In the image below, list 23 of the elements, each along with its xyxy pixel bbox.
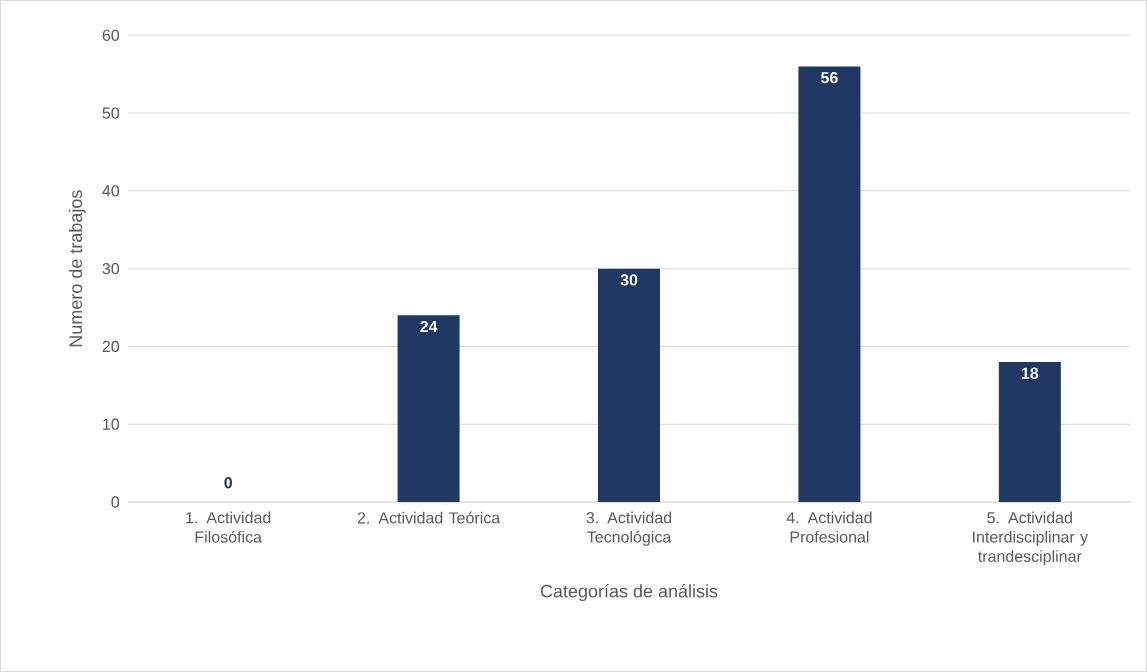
y-tick-label: 20 <box>102 340 120 353</box>
bar <box>397 315 460 503</box>
y-tick-label: 40 <box>102 185 120 197</box>
bar <box>798 66 861 503</box>
data-label: 24 <box>420 320 438 333</box>
y-tick-label: 30 <box>102 263 120 275</box>
y-tick-label: 50 <box>102 107 120 119</box>
bar <box>998 362 1061 503</box>
x-tick-label: 3. Actividad Tecnológica <box>586 511 672 546</box>
y-axis-title: Numero de trabajos <box>68 190 86 347</box>
y-tick-label: 10 <box>103 418 120 430</box>
x-tick-label: 1. Actividad Filosófica <box>186 511 271 543</box>
x-axis-title: Categorías de análisis <box>540 584 718 602</box>
x-tick-label: 5. Actividad Interdisciplinar y trandesciplinar <box>973 511 1089 566</box>
data-label: 30 <box>620 274 638 286</box>
bar <box>598 268 661 503</box>
x-tick-label: 2. Actividad Teórica <box>357 511 501 524</box>
data-label: 18 <box>1021 367 1039 379</box>
data-label: 0 <box>224 477 232 489</box>
y-tick-label: 60 <box>102 29 120 41</box>
data-label: 56 <box>821 72 838 84</box>
y-tick-label: 0 <box>111 496 120 508</box>
x-tick-label: 4. Actividad Profesional <box>786 511 872 543</box>
